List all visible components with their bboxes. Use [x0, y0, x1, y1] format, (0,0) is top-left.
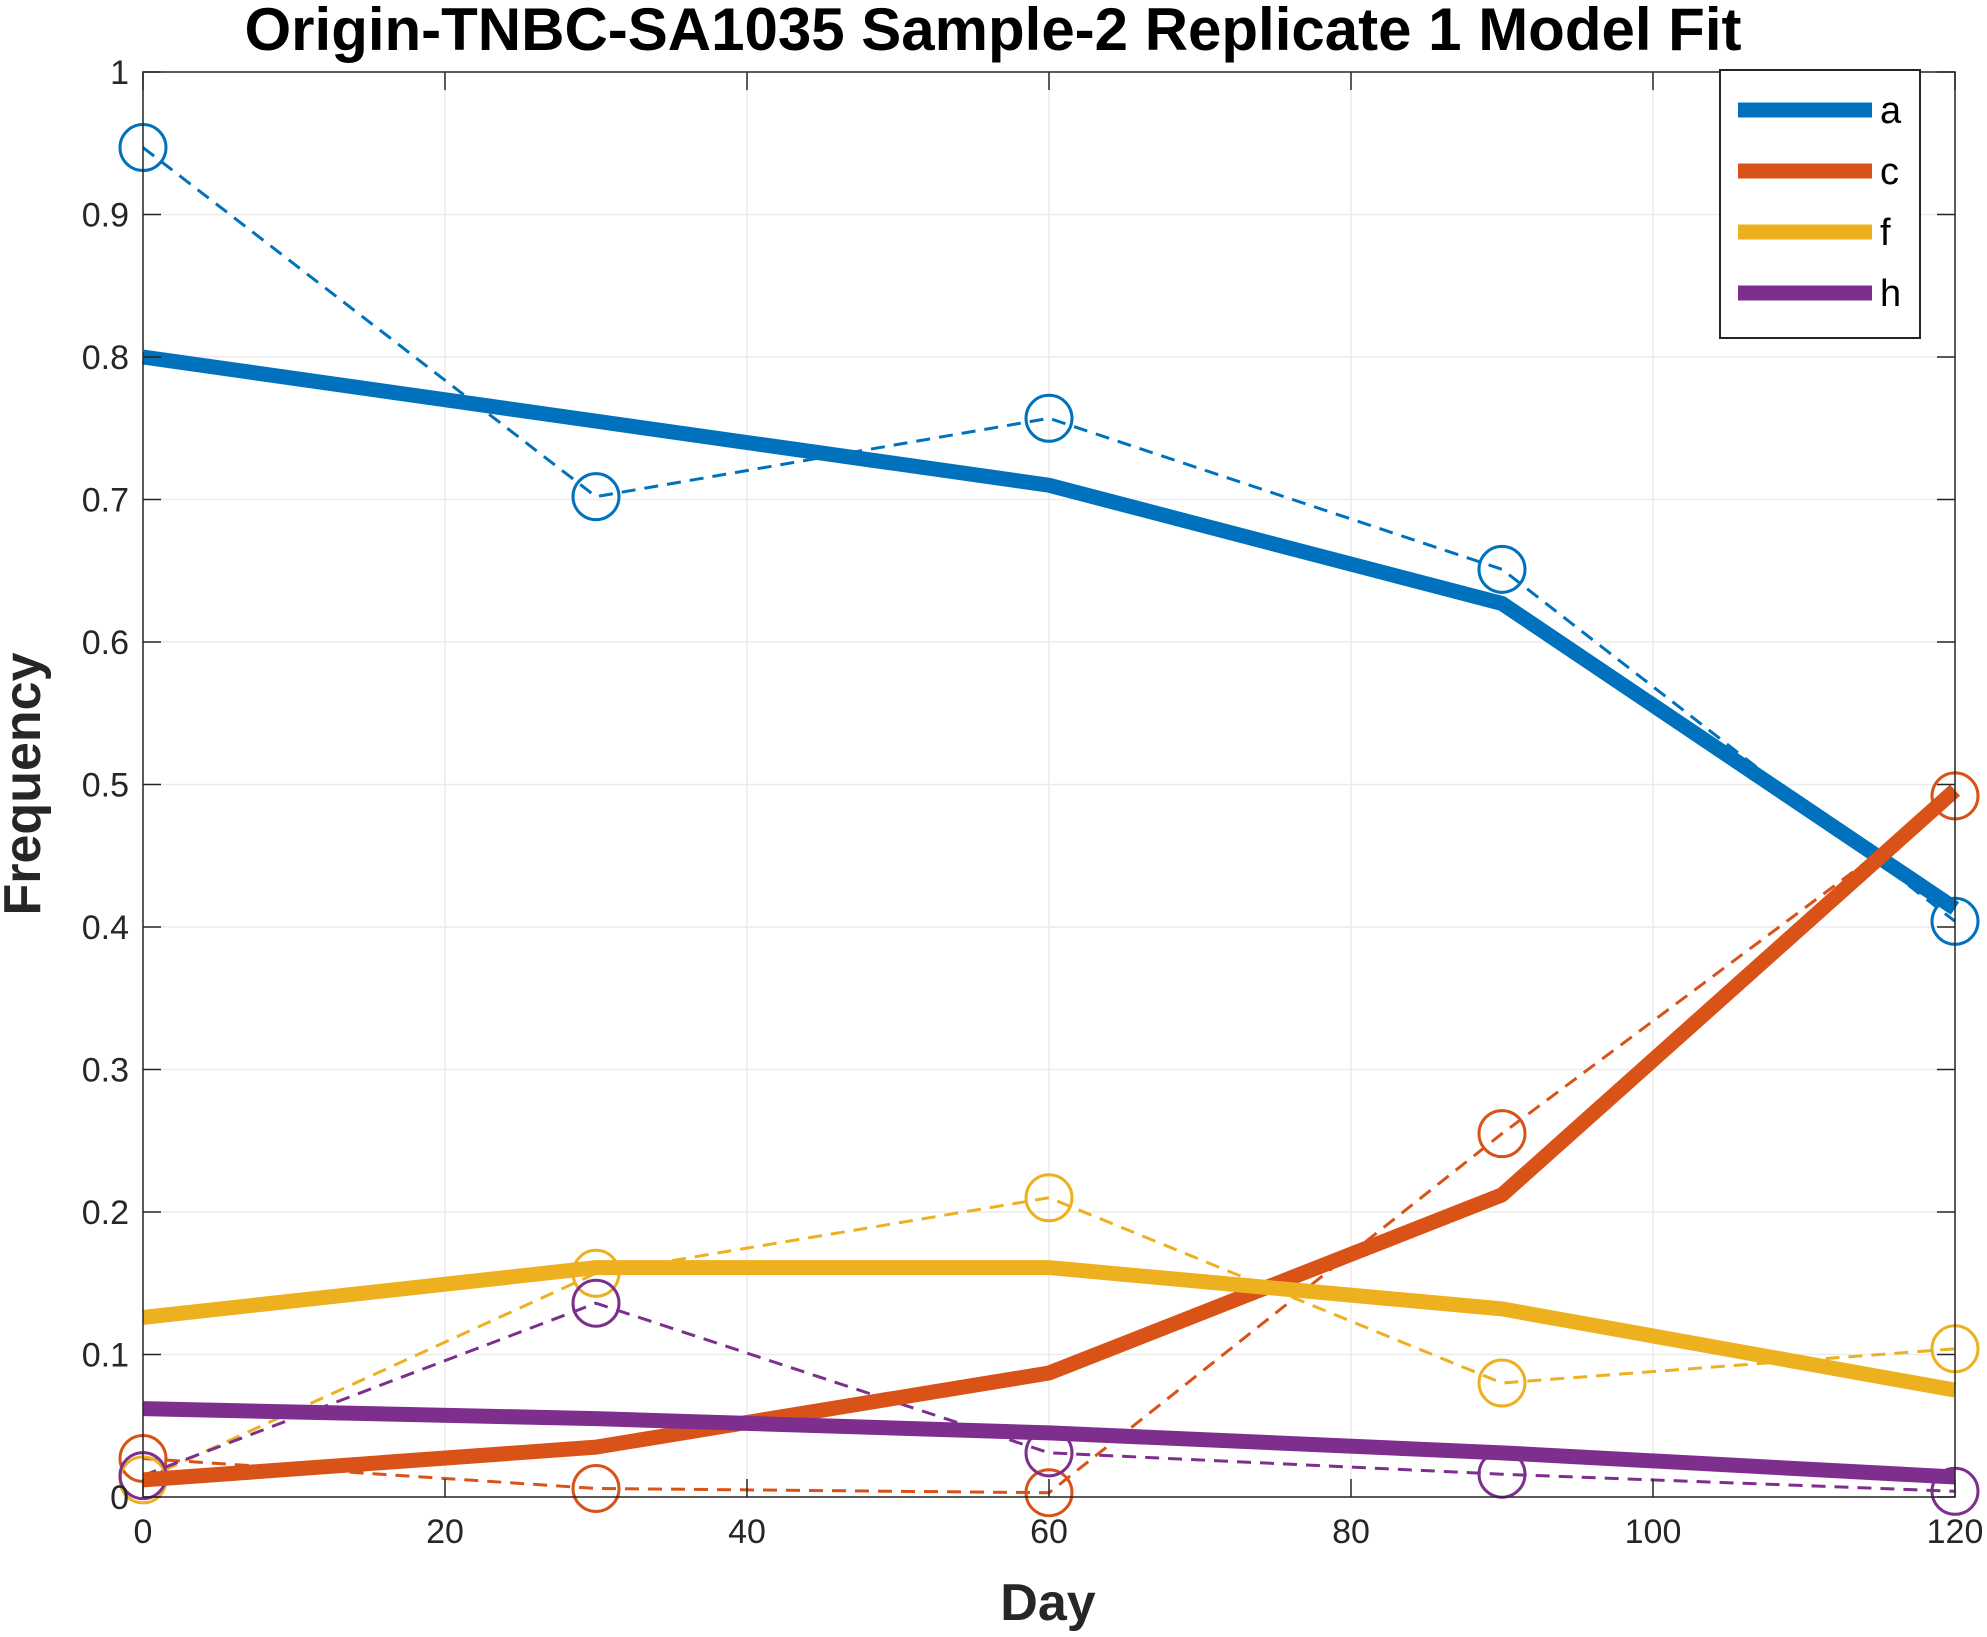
y-tick-label: 0.2 [82, 1194, 129, 1232]
y-tick-label: 0.4 [82, 909, 129, 947]
model-line-c [142, 784, 1960, 1488]
plot-layer [118, 123, 1980, 1518]
x-tick-label: 100 [1625, 1513, 1682, 1551]
y-tick-label: 0.5 [82, 767, 129, 805]
axes-layer: 0 20 40 60 80 100 120 0 0.1 0.2 0.3 0.4 0.5 0.6 0.7 0.8… [82, 54, 1984, 1551]
model-line-a [141, 349, 1960, 915]
chart-title: Origin-TNBC-SA1035 Sample-2 Replicate 1 … [245, 0, 1742, 63]
x-axis-label: Day [1000, 1574, 1095, 1632]
y-tick-label: 0.9 [82, 197, 129, 235]
observed-point-c [571, 1463, 621, 1513]
model-line-f [142, 1260, 1957, 1398]
observed-point-f [1477, 1358, 1527, 1408]
x-tick-label: 0 [134, 1513, 153, 1551]
legend-label-c: c [1880, 151, 1899, 193]
observed-point-a [1477, 544, 1527, 594]
y-tick-label: 0.6 [82, 624, 129, 662]
legend-label-f: f [1880, 212, 1891, 254]
y-tick-label: 0.8 [82, 339, 129, 377]
observed-point-c [1024, 1468, 1074, 1518]
y-tick-label: 0.1 [82, 1337, 129, 1375]
observed-point-c [1477, 1109, 1527, 1159]
x-tick-label: 20 [426, 1513, 464, 1551]
legend-label-a: a [1880, 90, 1902, 132]
y-tick-label: 1 [110, 54, 129, 92]
x-tick-label: 80 [1332, 1513, 1370, 1551]
observed-line-a [142, 146, 1956, 923]
observed-point-h [571, 1278, 621, 1328]
model-line-h [142, 1401, 1956, 1485]
y-tick-label: 0.7 [82, 482, 129, 520]
y-axis-label: Frequency [0, 652, 52, 915]
observed-point-f [1024, 1173, 1074, 1223]
x-tick-label: 60 [1030, 1513, 1068, 1551]
y-tick-label: 0 [110, 1479, 129, 1517]
x-tick-label: 120 [1927, 1513, 1984, 1551]
observed-line-f [142, 1196, 1956, 1482]
x-tick-label: 40 [728, 1513, 766, 1551]
observed-point-a [571, 472, 621, 522]
legend-label-h: h [1880, 273, 1901, 315]
observed-point-a [1024, 393, 1074, 443]
y-tick-label: 0.3 [82, 1052, 129, 1090]
